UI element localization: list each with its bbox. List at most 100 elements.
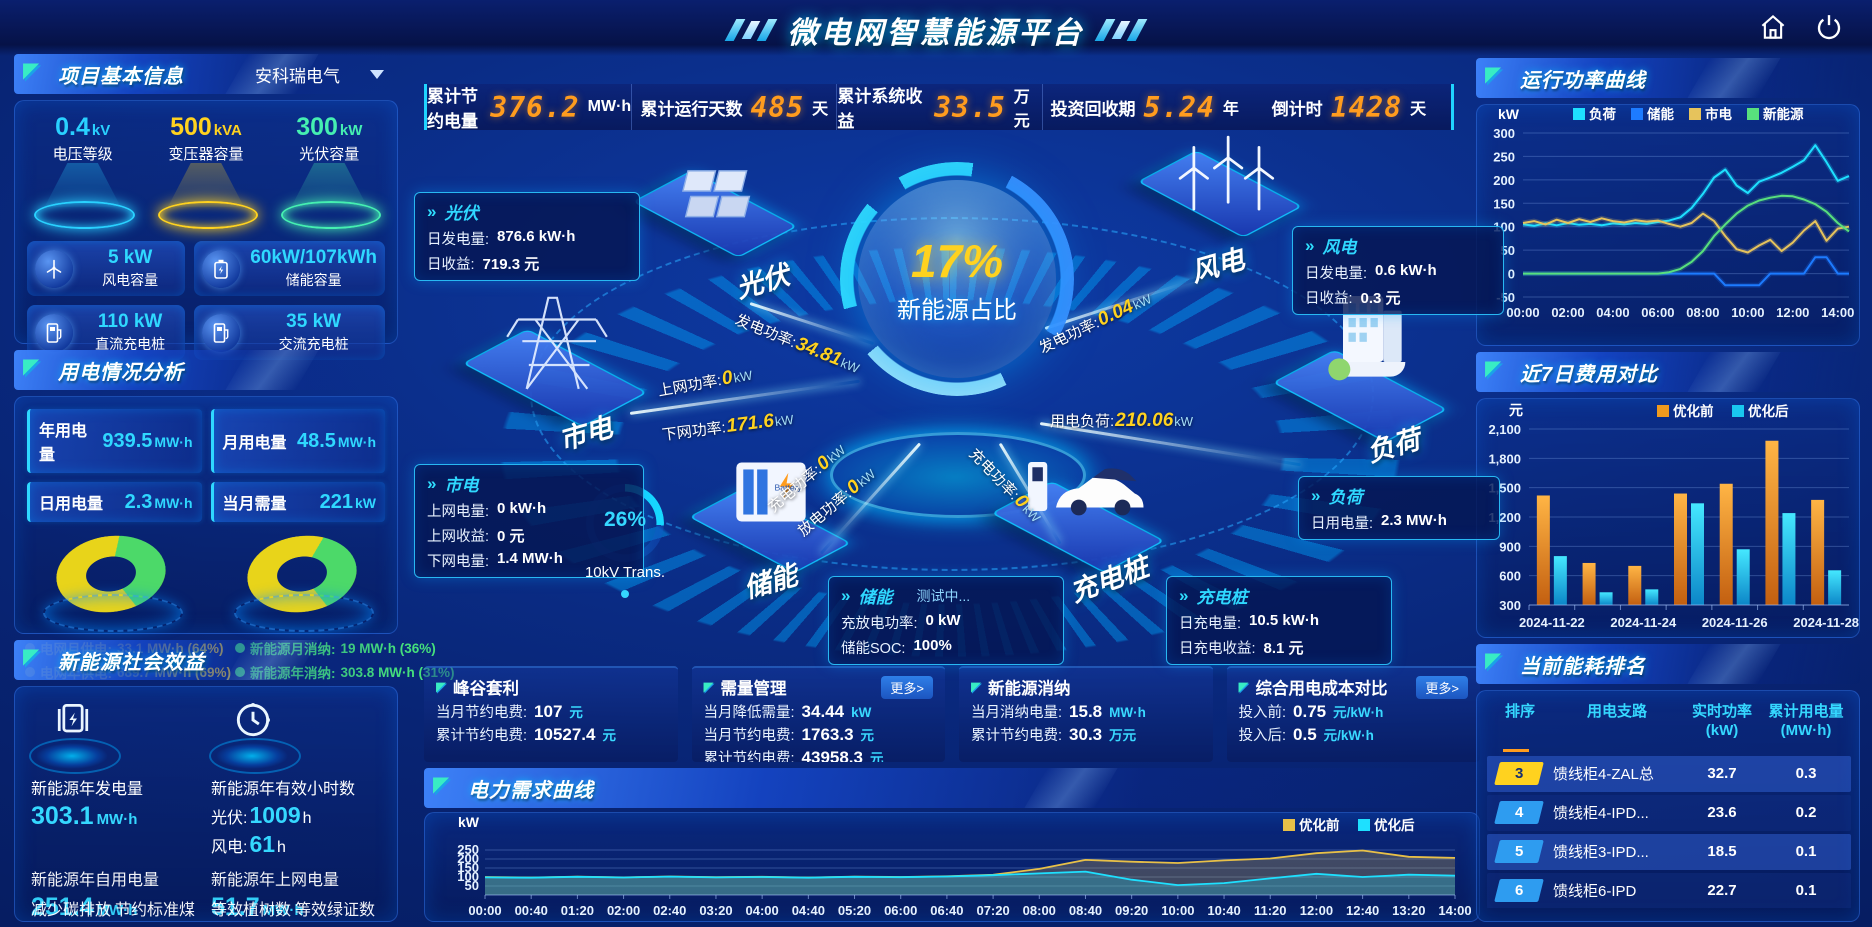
info-value: 876.6 kW·h bbox=[497, 228, 576, 245]
value-number: 221 bbox=[319, 490, 353, 513]
year-donut-chart bbox=[233, 528, 374, 632]
stat-label: 新能源年有效小时数 bbox=[211, 781, 356, 798]
svg-text:kW: kW bbox=[458, 815, 480, 830]
panel-body: 元 2,100 1,800 1,500 1,200 900 600 300 优化前 优化后 2024… bbox=[1476, 398, 1860, 638]
panel-demand-curve: ◤ 电力需求曲线 kW 250 200 150 100 50 优化前 优化后 00:00 00:4… bbox=[424, 768, 1480, 922]
flow-load-power: 用电负荷:210.06kW bbox=[1050, 410, 1194, 431]
project-selector-dropdown[interactable]: 安科瑞电气 bbox=[255, 62, 384, 87]
svg-text:10:00: 10:00 bbox=[1161, 903, 1194, 918]
svg-text:02:00: 02:00 bbox=[1551, 305, 1584, 320]
node-grid: 市电 bbox=[470, 296, 640, 456]
kpi-label: 累计运行天数 bbox=[640, 99, 743, 119]
kpi-value: 5.24 bbox=[1143, 90, 1215, 124]
svg-text:900: 900 bbox=[1499, 539, 1521, 554]
value-unit: MW·h bbox=[337, 433, 376, 450]
capacity-card-body: 35 kW 交流充电桩 bbox=[250, 311, 377, 354]
power-icon[interactable] bbox=[1814, 12, 1844, 42]
stat-row: 当月节约电费: 1763.3 元 bbox=[704, 724, 934, 745]
node-load: 负荷 bbox=[1280, 296, 1440, 468]
ranking-scroll-indicator bbox=[1503, 748, 1529, 752]
stat-label: 新能源年自用电量 bbox=[31, 872, 160, 889]
ranking-table-header: 排序 用电支路 实时功率 (kW) 累计用电量 (MW·h) bbox=[1477, 691, 1859, 747]
cone-value: 500 kVA bbox=[150, 113, 262, 142]
value-number: 48.5 bbox=[296, 429, 336, 452]
stat-value: 34.44 bbox=[801, 702, 845, 721]
info-value: 0.6 kW·h bbox=[1375, 262, 1437, 279]
clock-icon bbox=[236, 703, 270, 737]
capacity-value: 5 kW bbox=[107, 247, 153, 268]
mini-panel-title: 需量管理 bbox=[720, 680, 787, 698]
solar-bolt-icon bbox=[57, 703, 89, 733]
stat-value: 0.5 bbox=[1293, 725, 1317, 744]
more-button[interactable]: 更多> bbox=[1416, 675, 1468, 699]
mini-panel-header: ◤ 新能源消纳 bbox=[971, 675, 1201, 699]
value-unit: MW·h bbox=[154, 494, 193, 511]
stat-row: 当月节约电费: 107 元 bbox=[436, 701, 666, 722]
info-label: 充放电功率: bbox=[841, 616, 918, 632]
pv-hours-row: 光伏:1009 h bbox=[211, 802, 312, 828]
capacity-label: 交流充电桩 bbox=[278, 336, 349, 352]
info-value: 0 kW·h bbox=[497, 500, 547, 517]
column-header: 实时功率 (kW) bbox=[1691, 703, 1752, 739]
panel-title: 项目基本信息 bbox=[58, 65, 184, 88]
stat-value: 15.8 bbox=[1069, 702, 1103, 721]
caret-icon: » bbox=[1179, 585, 1189, 605]
info-row: 日收益: 719.3 元 bbox=[427, 253, 627, 274]
stat-label: 新能源年发电量 bbox=[31, 781, 144, 798]
svg-text:300: 300 bbox=[1493, 126, 1515, 141]
stat-value: 221 kW bbox=[320, 491, 376, 514]
stat-row: 投入后: 0.5 元/kW·h bbox=[1239, 724, 1469, 745]
stat-label: 当月节约电费: bbox=[436, 705, 528, 721]
ac-charger-icon bbox=[202, 313, 241, 352]
benefit-carousel-right: 新能源年上网电量 51.7MW·h 等效植树数 等效绿证数 240棵 303张 bbox=[211, 864, 381, 927]
wind-turbine-icon bbox=[35, 249, 73, 288]
info-label: 日发电量: bbox=[1305, 266, 1368, 282]
svg-text:储能: 储能 bbox=[1646, 106, 1675, 122]
panel-corner-icon: ◤ bbox=[1485, 357, 1502, 380]
capacity-cone: 0.4 kV 电压等级 bbox=[27, 113, 139, 231]
value-unit: kVA bbox=[213, 122, 242, 139]
home-icon[interactable] bbox=[1758, 12, 1788, 42]
stat-value: 10527.4 bbox=[534, 725, 596, 744]
kpi-unit: 天 bbox=[812, 101, 829, 118]
svg-text:06:00: 06:00 bbox=[1641, 305, 1674, 320]
svg-text:06:40: 06:40 bbox=[930, 903, 963, 918]
title-deco-left bbox=[724, 19, 778, 41]
mini-panel-header: ◤ 综合用电成本对比 更多> bbox=[1239, 675, 1468, 699]
panel-power-curve: ◤ 运行功率曲线 kW 300 250 200 150 100 50 0 -50 00:00 02:… bbox=[1476, 58, 1860, 346]
cone-value: 300 kW bbox=[273, 113, 385, 142]
svg-text:11:20: 11:20 bbox=[1254, 903, 1287, 918]
info-label: 日充电收益: bbox=[1179, 641, 1256, 657]
svg-text:07:20: 07:20 bbox=[976, 903, 1009, 918]
svg-text:04:00: 04:00 bbox=[1596, 305, 1629, 320]
svg-text:市电: 市电 bbox=[1705, 106, 1733, 122]
realtime-power: 18.5 bbox=[1707, 843, 1737, 860]
panel-title: 新能源社会效益 bbox=[58, 651, 205, 674]
benefit-generation-block: 新能源年发电量 303.1 MW·h bbox=[29, 697, 201, 858]
svg-text:12:40: 12:40 bbox=[1346, 903, 1379, 918]
svg-text:10:40: 10:40 bbox=[1207, 903, 1240, 918]
svg-text:00:40: 00:40 bbox=[515, 903, 548, 918]
capacity-label: 风电容量 bbox=[102, 272, 159, 288]
mini-panel-row: ◤ 峰谷套利 当月节约电费: 107 元累计节约电费: 10527.4 元 ◤ 需量管理 更多> 当… bbox=[424, 666, 1480, 762]
svg-text:300: 300 bbox=[1499, 598, 1521, 613]
value-unit: MW·h bbox=[154, 433, 193, 450]
info-box-grid: » 市电 上网电量: 0 kW·h 上网收益: 0 元下网电量: 1.4 MW·h bbox=[414, 464, 644, 578]
rank-cell: 6 bbox=[1487, 879, 1553, 902]
kpi-unit: 年 bbox=[1222, 101, 1239, 118]
stat-value: 0.75 bbox=[1293, 702, 1327, 721]
svg-text:13:20: 13:20 bbox=[1392, 903, 1425, 918]
page-title: 微电网智慧能源平台 bbox=[787, 17, 1085, 50]
node-charger: 充电桩 bbox=[998, 462, 1158, 608]
svg-text:200: 200 bbox=[1493, 173, 1515, 188]
stat-value: 107 bbox=[534, 702, 563, 721]
capacity-card-body: 60kW/107kWh 储能容量 bbox=[250, 247, 377, 290]
info-label: 日发电量: bbox=[427, 232, 490, 248]
cone-ring-glow bbox=[157, 201, 259, 229]
panel-corner-icon: ◤ bbox=[23, 59, 40, 82]
stat-value: 48.5 MW·h bbox=[297, 430, 376, 453]
more-button[interactable]: 更多> bbox=[881, 675, 933, 699]
info-label: 日收益: bbox=[1305, 291, 1353, 307]
